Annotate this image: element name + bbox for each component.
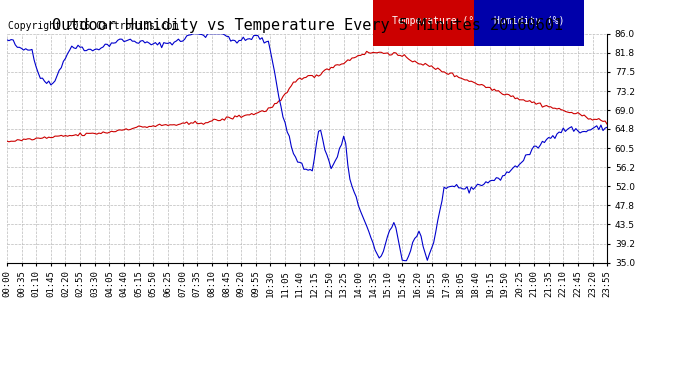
Text: Temperature (°F): Temperature (°F) bbox=[392, 16, 486, 26]
Text: Humidity (%): Humidity (%) bbox=[494, 16, 564, 26]
Title: Outdoor Humidity vs Temperature Every 5 Minutes 20160601: Outdoor Humidity vs Temperature Every 5 … bbox=[52, 18, 562, 33]
Text: Copyright 2016 Cartronics.com: Copyright 2016 Cartronics.com bbox=[8, 21, 179, 32]
